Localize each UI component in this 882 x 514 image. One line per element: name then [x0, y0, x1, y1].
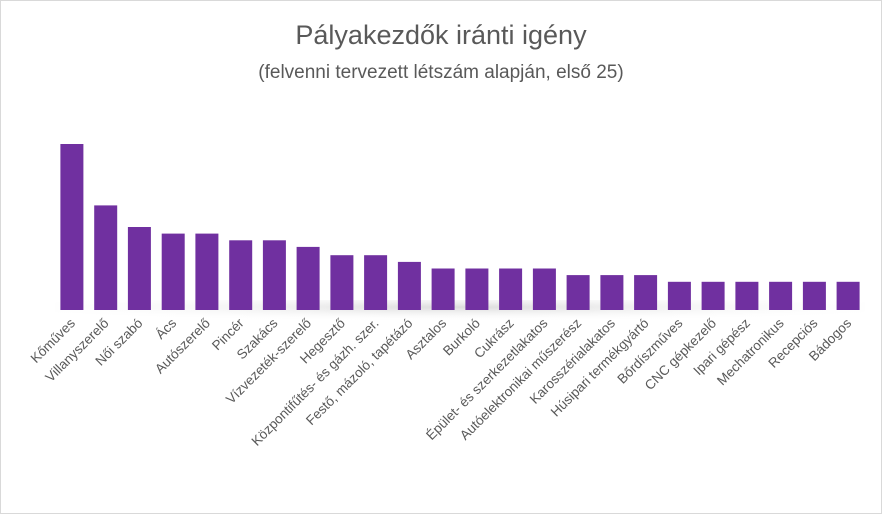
bar-20 [701, 281, 725, 310]
bar-24 [836, 281, 860, 310]
bar-11 [397, 261, 421, 310]
bar-2 [94, 205, 118, 310]
bar-9 [330, 255, 354, 310]
bar-7 [262, 240, 286, 310]
bar-18 [634, 275, 658, 310]
bar-23 [802, 281, 826, 310]
bar-4 [161, 233, 185, 310]
bar-3 [127, 227, 151, 310]
chart-subtitle: (felvenni tervezett létszám alapján, els… [258, 62, 624, 83]
bars-group [60, 144, 860, 310]
bar-1 [60, 144, 84, 310]
bar-15 [532, 268, 556, 310]
bar-14 [499, 268, 523, 310]
bar-22 [769, 281, 793, 310]
bar-10 [364, 255, 388, 310]
plot-floor-shadow [55, 300, 865, 324]
chart-title: Pályakezdők iránti igény [295, 20, 587, 50]
bar-19 [667, 281, 691, 310]
bar-8 [296, 246, 320, 310]
bar-16 [566, 275, 590, 310]
bar-21 [735, 281, 759, 310]
bar-13 [465, 268, 489, 310]
bar-12 [431, 268, 455, 310]
bar-17 [600, 275, 624, 310]
bar-5 [195, 233, 219, 310]
bar-6 [229, 240, 253, 310]
